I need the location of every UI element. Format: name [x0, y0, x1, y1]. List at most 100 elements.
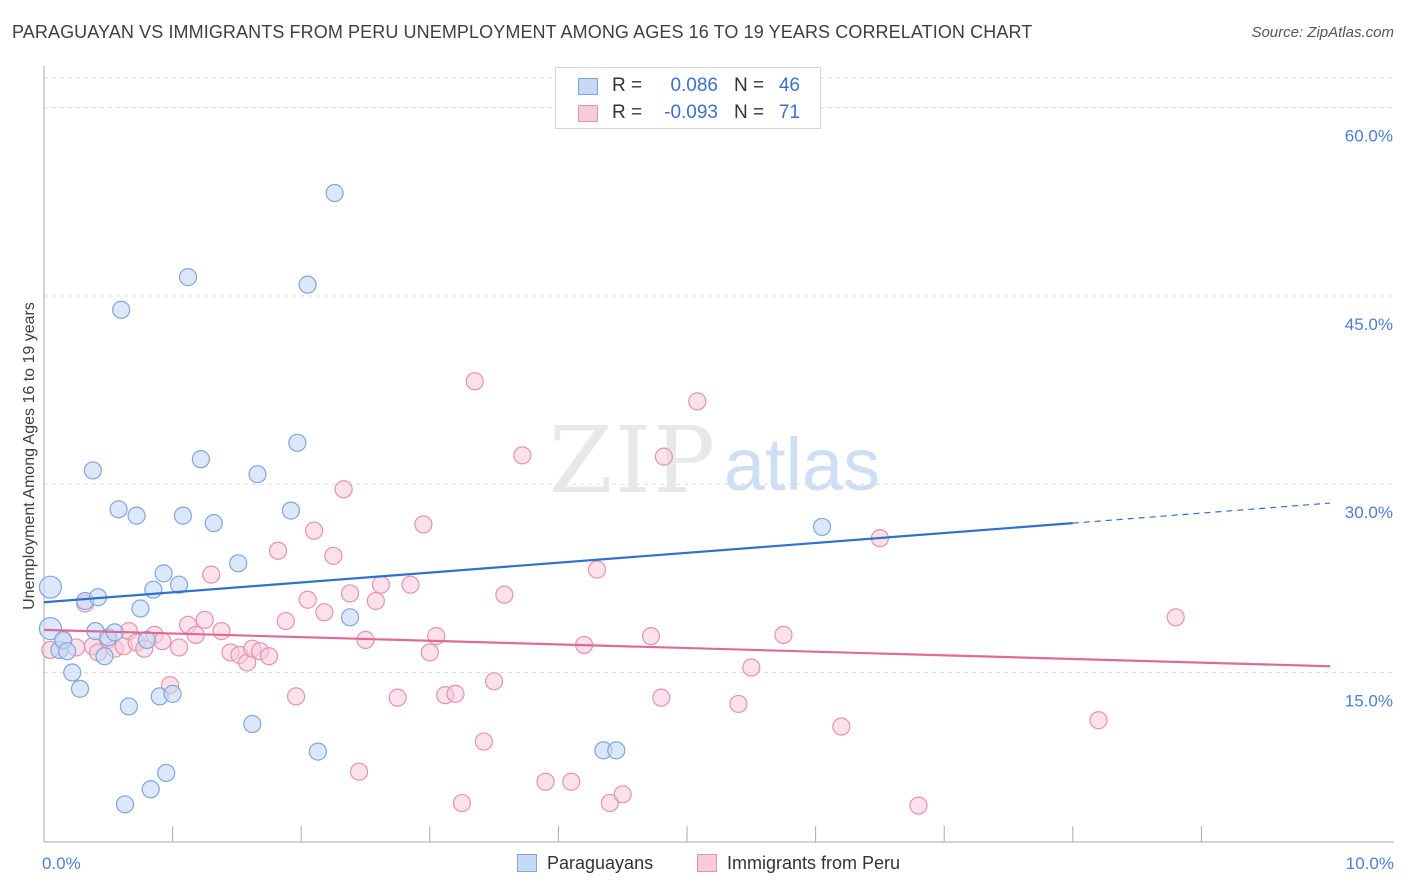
point-paraguayans-40	[340, 608, 360, 627]
series-legend: Paraguayans Immigrants from Peru	[0, 852, 1406, 878]
point-paraguayans-17	[119, 697, 138, 716]
legend-r-label: R =	[612, 102, 643, 123]
point-peru-46	[446, 684, 465, 703]
point-peru-35	[340, 584, 360, 603]
point-peru-62	[688, 392, 707, 411]
source-label: Source: ZipAtlas.com	[1251, 24, 1394, 41]
point-paraguayans-24	[154, 564, 173, 583]
legend-n-value: 46	[778, 75, 800, 96]
point-paraguayans-37	[298, 275, 317, 294]
point-paraguayans-31	[204, 514, 223, 533]
series-peru-points	[41, 372, 1185, 815]
gridlines	[44, 77, 1394, 674]
point-paraguayans-36	[288, 433, 307, 452]
point-paraguayans-27	[169, 575, 189, 594]
point-paraguayans-1	[38, 617, 63, 641]
point-peru-68	[909, 796, 928, 815]
point-paraguayans-21	[141, 780, 160, 799]
y-tick-label-1: 30.0%	[1345, 503, 1393, 522]
legend-label-peru: Immigrants from Peru	[727, 853, 901, 873]
point-peru-28	[276, 611, 295, 631]
legend-r-value: -0.093	[664, 102, 718, 123]
legend-row-peru: R = -0.093 N = 71	[556, 100, 820, 128]
correlation-legend: R = 0.086 N = 46 R = -0.093 N = 71	[555, 67, 821, 129]
legend-swatch-peru	[697, 854, 717, 872]
legend-n-label: N =	[734, 102, 765, 123]
point-peru-58	[613, 785, 632, 804]
point-peru-29	[286, 687, 306, 706]
point-peru-59	[641, 627, 661, 646]
point-paraguayans-18	[127, 506, 146, 525]
legend-row-paraguayans: R = 0.086 N = 46	[556, 73, 820, 101]
point-paraguayans-0	[38, 575, 63, 599]
trend-paraguayans	[43, 522, 1073, 604]
point-paraguayans-20	[137, 630, 156, 649]
point-paraguayans-33	[243, 714, 262, 734]
chart-title: PARAGUAYAN VS IMMIGRANTS FROM PERU UNEMP…	[12, 22, 1033, 42]
legend-swatch-paraguayans	[517, 854, 537, 872]
point-paraguayans-6	[70, 679, 90, 698]
point-paraguayans-38	[308, 742, 328, 761]
point-peru-38	[366, 591, 385, 611]
point-peru-39	[371, 575, 391, 594]
point-paraguayans-22	[144, 580, 163, 599]
point-peru-54	[562, 772, 581, 791]
y-tick-label-2: 45.0%	[1345, 315, 1393, 334]
legend-n-label: N =	[734, 75, 765, 96]
trend-lines	[43, 502, 1331, 668]
point-peru-31	[304, 521, 324, 540]
point-peru-61	[654, 447, 673, 466]
point-paraguayans-16	[115, 795, 135, 814]
point-paraguayans-25	[157, 763, 176, 783]
series-paraguayans-points	[38, 183, 832, 814]
trend-peru	[43, 628, 1331, 668]
point-paraguayans-39	[325, 183, 344, 203]
point-peru-43	[420, 643, 439, 662]
y-tick-label-3: 60.0%	[1345, 127, 1393, 146]
legend-label-paraguayans: Paraguayans	[547, 853, 654, 873]
point-peru-56	[587, 560, 607, 579]
point-peru-34	[334, 480, 353, 499]
legend-n-value: 71	[778, 102, 800, 123]
point-peru-51	[495, 585, 514, 604]
point-paraguayans-28	[173, 506, 192, 525]
axes	[43, 66, 1394, 843]
point-peru-40	[388, 688, 407, 707]
point-paraguayans-4	[58, 642, 77, 661]
x-tick-label-1: 10.0%	[1346, 854, 1394, 873]
point-paraguayans-11	[95, 647, 114, 666]
point-peru-19	[202, 565, 221, 584]
point-peru-42	[414, 515, 433, 534]
point-peru-18	[195, 610, 214, 629]
point-peru-27	[268, 541, 288, 560]
point-peru-53	[536, 772, 555, 791]
x-tick-label-0: 0.0%	[42, 854, 81, 873]
point-peru-60	[652, 688, 671, 707]
point-paraguayans-15	[112, 300, 131, 319]
point-paraguayans-8	[83, 461, 102, 480]
point-paraguayans-43	[812, 517, 832, 537]
trend-paraguayans-extension	[1072, 502, 1331, 524]
point-peru-15	[169, 638, 189, 657]
point-peru-47	[452, 793, 472, 813]
watermark-zip: ZIP	[549, 407, 717, 514]
watermark-atlas: atlas	[724, 423, 880, 506]
point-peru-69	[1089, 711, 1108, 730]
point-peru-64	[742, 658, 761, 677]
point-peru-52	[513, 446, 532, 465]
point-peru-49	[474, 732, 493, 751]
point-peru-26	[259, 647, 279, 666]
point-peru-20	[212, 622, 231, 641]
point-peru-32	[315, 603, 334, 622]
point-paraguayans-5	[63, 663, 82, 682]
legend-r-label: R =	[612, 75, 643, 96]
y-tick-label-0: 15.0%	[1345, 692, 1393, 711]
point-peru-70	[1166, 608, 1185, 627]
point-paraguayans-35	[281, 501, 301, 520]
point-paraguayans-29	[178, 268, 198, 287]
point-paraguayans-42	[607, 741, 626, 760]
legend-r-value: 0.086	[670, 75, 718, 96]
point-peru-30	[298, 590, 317, 609]
point-peru-13	[153, 632, 172, 651]
